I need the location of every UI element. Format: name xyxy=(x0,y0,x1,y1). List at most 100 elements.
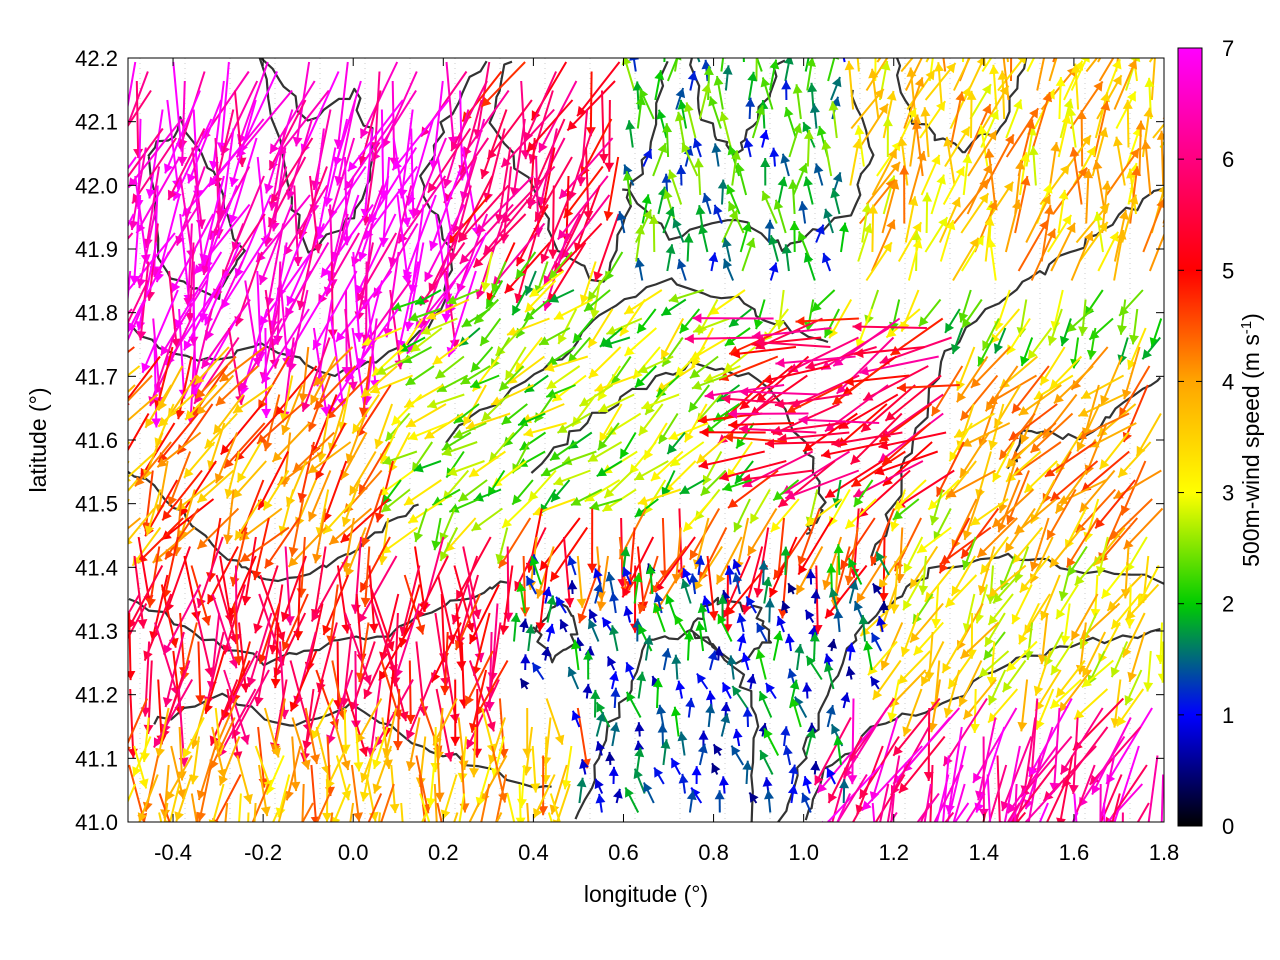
wind-vector-head xyxy=(1012,876,1021,886)
wind-vector-shaft xyxy=(314,508,327,564)
wind-vector-head xyxy=(623,164,633,175)
wind-vector-head xyxy=(1091,833,1100,843)
wind-vector-shaft xyxy=(437,574,455,645)
wind-vector-head xyxy=(753,587,764,598)
wind-vector-head xyxy=(456,661,467,671)
wind-vector-head xyxy=(162,510,172,521)
wind-vector-head xyxy=(839,222,849,233)
wind-vector-head xyxy=(1122,389,1132,400)
wind-vector-head xyxy=(502,518,513,528)
wind-vector-head xyxy=(1101,180,1112,191)
wind-vector-head xyxy=(999,579,1010,590)
wind-vector-shaft xyxy=(1052,167,1088,215)
wind-vector-head xyxy=(1015,160,1025,170)
wind-vector-head xyxy=(1050,698,1061,709)
wind-vector-head xyxy=(662,123,673,133)
wind-vector-head xyxy=(827,639,837,649)
wind-vector-head xyxy=(461,317,473,327)
wind-vector-head xyxy=(764,789,774,800)
wind-vector-shaft xyxy=(470,669,488,733)
wind-vector-shaft xyxy=(161,469,203,522)
wind-vector-shaft xyxy=(970,346,1011,389)
wind-vector-shaft xyxy=(128,61,137,110)
wind-vector-head xyxy=(696,453,707,464)
wind-vector-shaft xyxy=(628,527,636,591)
wind-vector-head xyxy=(854,125,865,135)
wind-vector-head xyxy=(652,603,663,614)
wind-vector-head xyxy=(773,490,784,501)
wind-vector-shaft xyxy=(158,812,163,822)
wind-vector-head xyxy=(728,201,738,212)
wind-vector-head xyxy=(504,283,515,294)
wind-vector-head xyxy=(359,791,370,802)
wind-vector-head xyxy=(229,176,239,187)
wind-vector-shaft xyxy=(320,203,374,278)
wind-vector-head xyxy=(501,414,512,425)
wind-vector-head xyxy=(609,592,619,602)
wind-vector-shaft xyxy=(397,261,420,350)
wind-vector-head xyxy=(141,362,151,373)
wind-vector-head xyxy=(596,712,606,723)
wind-vector-head xyxy=(403,269,413,280)
wind-vector-head xyxy=(856,592,866,603)
wind-vector-shaft xyxy=(718,460,787,480)
wind-vector-head xyxy=(984,148,995,159)
wind-vector-head xyxy=(281,424,291,435)
wind-vector-head xyxy=(1042,37,1052,47)
wind-vector-head xyxy=(697,743,708,754)
wind-vector-head xyxy=(903,562,913,574)
wind-vector-head xyxy=(977,125,988,135)
wind-vector-head xyxy=(934,62,944,72)
wind-vector-head xyxy=(606,425,617,435)
wind-vector-head xyxy=(711,143,722,153)
wind-vector-head xyxy=(735,473,745,484)
wind-vector-head xyxy=(229,576,240,587)
wind-vector-shaft xyxy=(1073,793,1078,822)
wind-vector-head xyxy=(795,316,805,327)
wind-vector-head xyxy=(797,231,807,242)
wind-vector-shaft xyxy=(1144,139,1152,196)
wind-vector-shaft xyxy=(755,355,810,403)
wind-vector-shaft xyxy=(551,185,555,259)
wind-vector-shaft xyxy=(144,470,154,532)
wind-vector-head xyxy=(871,632,881,644)
wind-vector-head xyxy=(643,635,654,645)
wind-vector-head xyxy=(118,351,128,361)
wind-vector-head xyxy=(1041,194,1051,205)
wind-vector-head xyxy=(570,639,581,650)
wind-vector-head xyxy=(1025,119,1036,130)
wind-vector-head xyxy=(195,695,206,705)
wind-vector-head xyxy=(936,174,946,185)
wind-vector-head xyxy=(368,623,379,633)
wind-vector-head xyxy=(1012,403,1022,414)
wind-vector-head xyxy=(459,253,470,264)
wind-vector-head xyxy=(529,556,540,567)
wind-vector-shaft xyxy=(128,232,176,293)
wind-vector-head xyxy=(540,253,550,264)
wind-vector-shaft xyxy=(256,156,268,247)
wind-vector-head xyxy=(958,312,969,323)
wind-vector-shaft xyxy=(359,536,391,593)
wind-vector-head xyxy=(939,20,948,30)
wind-vector-shaft xyxy=(233,603,240,666)
wind-vector-shaft xyxy=(135,80,140,159)
wind-vector-shaft xyxy=(908,150,926,205)
wind-vector-head xyxy=(1023,799,1034,810)
wind-vector-shaft xyxy=(726,565,729,634)
wind-vector-head xyxy=(1080,58,1090,63)
wind-vector-head xyxy=(719,471,730,482)
wind-vector-head xyxy=(784,107,794,118)
wind-vector-head xyxy=(998,46,1008,56)
wind-vector-head xyxy=(440,685,451,696)
wind-vector-head xyxy=(769,59,780,70)
wind-vector-shaft xyxy=(1150,58,1156,101)
wind-vector-head xyxy=(693,580,703,591)
wind-vector-head xyxy=(1095,859,1105,868)
wind-vector-head xyxy=(571,710,581,721)
wind-vector-head xyxy=(638,425,649,436)
wind-vector-head xyxy=(503,436,514,447)
wind-vector-shaft xyxy=(190,565,210,626)
wind-vector-head xyxy=(903,599,912,611)
wind-vector-head xyxy=(114,350,124,360)
wind-vector-head xyxy=(568,352,578,363)
